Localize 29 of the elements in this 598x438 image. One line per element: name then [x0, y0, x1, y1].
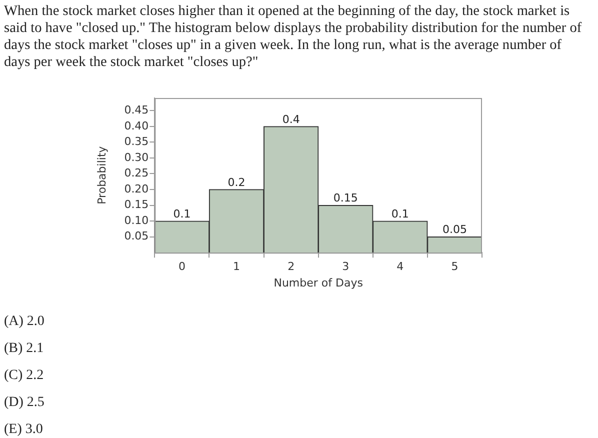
- data-label: 0.2: [228, 176, 246, 189]
- y-tick-label: 0.30: [124, 150, 149, 164]
- x-tick-label: 2: [288, 260, 295, 274]
- text: (C) 2.2: [4, 367, 44, 385]
- y-tick-label: 0.05: [124, 230, 149, 243]
- y-tick-label: 0.45: [124, 103, 149, 116]
- x-tick-label: 5: [451, 260, 458, 274]
- x-axis-title: Number of Days: [274, 276, 364, 290]
- text: (B) 2.1: [4, 340, 44, 358]
- data-label: 0.1: [391, 207, 409, 220]
- data-label: 0.4: [282, 112, 300, 126]
- y-tick-label: 0.25: [124, 166, 149, 180]
- y-tick-label: 0.15: [124, 198, 149, 212]
- y-tick-label: 0.10: [124, 214, 149, 227]
- y-tick-label: 0.20: [124, 182, 149, 196]
- y-tick-label: 0.35: [124, 135, 149, 148]
- y-axis-title: Probability: [95, 146, 108, 204]
- text: (E) 3.0: [4, 421, 44, 438]
- data-label: 0.15: [333, 192, 358, 205]
- data-label: 0.1: [173, 207, 191, 220]
- chart-title: When the stock market closes higher than it opened at the beginning of the day, the stock market is said to have "closed up." The histogram below displays the probability distribution for the number of days the stock market "closes up" in a given week. In the long run, what is the average number of days per week the stock market "closes up?": [4, 3, 583, 71]
- x-tick-label: 1: [233, 260, 240, 274]
- text: (A) 2.0: [4, 313, 44, 331]
- y-tick-label: 0.40: [124, 119, 149, 132]
- text: (D) 2.5: [4, 394, 44, 412]
- data-label: 0.05: [442, 223, 467, 236]
- x-tick-label: 3: [342, 260, 350, 274]
- x-tick-label: 4: [396, 260, 404, 274]
- x-tick-label: 0: [178, 260, 186, 274]
